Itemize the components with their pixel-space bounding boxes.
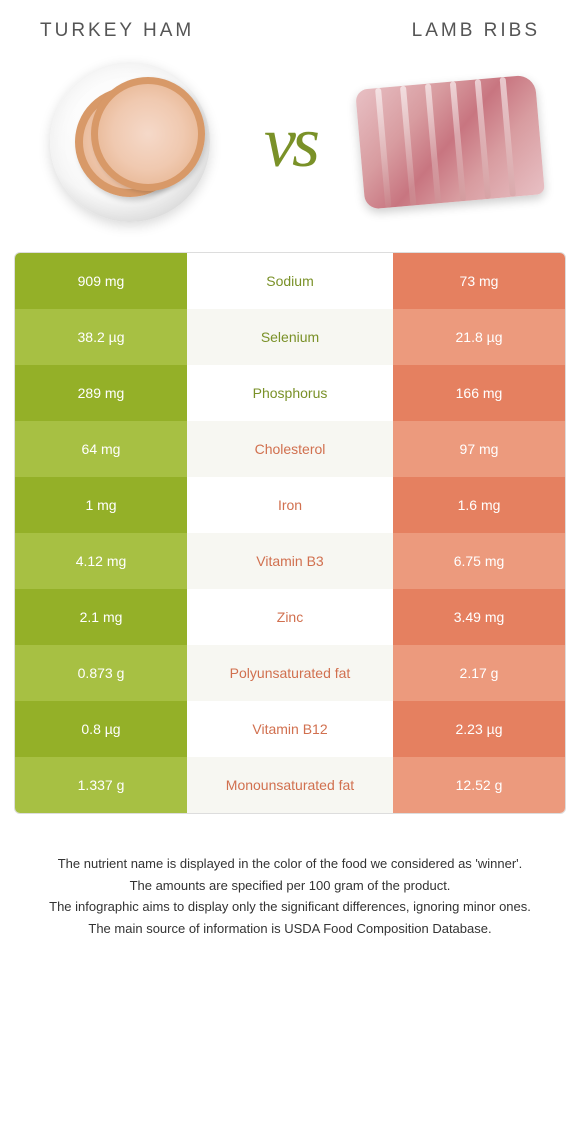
nutrient-label-cell: Polyunsaturated fat [187, 645, 393, 701]
right-value-cell: 166 mg [393, 365, 565, 421]
nutrient-label-cell: Phosphorus [187, 365, 393, 421]
right-value-cell: 73 mg [393, 253, 565, 309]
table-row: 4.12 mgVitamin B36.75 mg [15, 533, 565, 589]
left-value-cell: 1 mg [15, 477, 187, 533]
header: Turkey ham Lamb ribs [0, 0, 580, 52]
nutrient-label-cell: Monounsaturated fat [187, 757, 393, 813]
right-food-title: Lamb ribs [412, 20, 540, 42]
left-food-image [30, 62, 230, 222]
left-value-cell: 38.2 µg [15, 309, 187, 365]
footnote-line: The main source of information is USDA F… [24, 919, 556, 939]
ham-slice-icon [75, 87, 185, 197]
left-value-cell: 909 mg [15, 253, 187, 309]
images-row: vs [0, 52, 580, 252]
left-value-cell: 4.12 mg [15, 533, 187, 589]
right-value-cell: 12.52 g [393, 757, 565, 813]
table-row: 909 mgSodium73 mg [15, 253, 565, 309]
table-row: 38.2 µgSelenium21.8 µg [15, 309, 565, 365]
nutrient-label-cell: Iron [187, 477, 393, 533]
footnote-line: The infographic aims to display only the… [24, 897, 556, 917]
left-value-cell: 1.337 g [15, 757, 187, 813]
ham-plate-icon [50, 62, 210, 222]
nutrient-label-cell: Zinc [187, 589, 393, 645]
table-row: 0.8 µgVitamin B122.23 µg [15, 701, 565, 757]
right-value-cell: 3.49 mg [393, 589, 565, 645]
right-value-cell: 97 mg [393, 421, 565, 477]
left-value-cell: 2.1 mg [15, 589, 187, 645]
footnote-line: The nutrient name is displayed in the co… [24, 854, 556, 874]
left-food-title: Turkey ham [40, 20, 194, 42]
table-row: 64 mgCholesterol97 mg [15, 421, 565, 477]
right-food-image [350, 62, 550, 222]
nutrient-label-cell: Cholesterol [187, 421, 393, 477]
vs-label: vs [264, 101, 316, 184]
left-value-cell: 0.873 g [15, 645, 187, 701]
left-value-cell: 64 mg [15, 421, 187, 477]
right-value-cell: 1.6 mg [393, 477, 565, 533]
nutrient-label-cell: Sodium [187, 253, 393, 309]
nutrient-label-cell: Vitamin B12 [187, 701, 393, 757]
nutrient-label-cell: Selenium [187, 309, 393, 365]
ribs-icon [355, 74, 545, 209]
right-value-cell: 6.75 mg [393, 533, 565, 589]
left-value-cell: 289 mg [15, 365, 187, 421]
table-row: 1 mgIron1.6 mg [15, 477, 565, 533]
right-value-cell: 21.8 µg [393, 309, 565, 365]
right-value-cell: 2.17 g [393, 645, 565, 701]
footnotes: The nutrient name is displayed in the co… [0, 814, 580, 938]
ribs-block [355, 74, 545, 209]
left-value-cell: 0.8 µg [15, 701, 187, 757]
nutrient-label-cell: Vitamin B3 [187, 533, 393, 589]
footnote-line: The amounts are specified per 100 gram o… [24, 876, 556, 896]
table-row: 1.337 gMonounsaturated fat12.52 g [15, 757, 565, 813]
table-row: 0.873 gPolyunsaturated fat2.17 g [15, 645, 565, 701]
right-value-cell: 2.23 µg [393, 701, 565, 757]
nutrient-table: 909 mgSodium73 mg38.2 µgSelenium21.8 µg2… [14, 252, 566, 814]
table-row: 2.1 mgZinc3.49 mg [15, 589, 565, 645]
table-row: 289 mgPhosphorus166 mg [15, 365, 565, 421]
